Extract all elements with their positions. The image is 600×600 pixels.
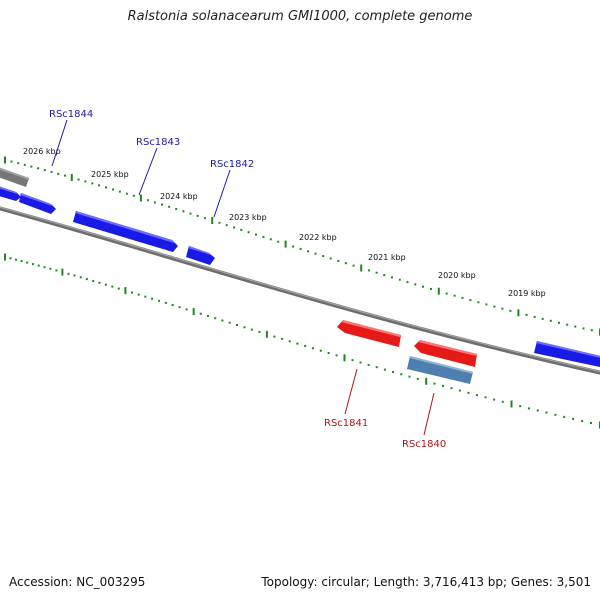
forward-gene-arrow[interactable] [0,185,21,201]
kbp-label: 2024 kbp [160,192,198,201]
leader-line-rsc1840 [423,392,435,436]
gene-label-rsc1844[interactable]: RSc1844 [49,109,93,120]
gene-label-rsc1843[interactable]: RSc1843 [136,137,180,148]
kbp-label: 2022 kbp [299,233,337,242]
gene-label-rsc1840[interactable]: RSc1840 [402,439,446,450]
reverse-gene-arrow-rsc1840[interactable] [414,340,477,367]
rna-gene-arrow-rsc1840[interactable] [407,356,473,384]
kbp-label: 2019 kbp [508,289,546,298]
forward-gene-arrow-rsc1844[interactable] [19,193,56,214]
accession-text: Accession: NC_003295 [9,575,146,589]
leader-line-rsc1843 [138,147,158,196]
kbp-labels: 2026 kbp 2025 kbp 2024 kbp 2023 kbp 2022… [23,147,546,298]
forward-gene-arrow-rsc1843[interactable] [73,211,178,252]
map-title: Ralstonia solanacearum GMI1000, complete… [127,9,473,24]
gene-label-rsc1841[interactable]: RSc1841 [324,418,368,429]
inner-tick-track [4,253,600,429]
genome-backbone [0,206,600,375]
leader-line-rsc1842 [213,169,231,218]
outer-tick-track [4,156,600,336]
reverse-gene-arrow-rsc1841[interactable] [337,320,401,347]
kbp-label: 2020 kbp [438,271,476,280]
kbp-label: 2026 kbp [23,147,61,156]
forward-gene-arrow-rsc1842[interactable] [186,246,215,265]
kbp-label: 2021 kbp [368,253,406,262]
kbp-label: 2023 kbp [229,213,267,222]
leader-line-rsc1844 [51,119,68,167]
grey-feature[interactable] [0,166,29,187]
genome-stats-text: Topology: circular; Length: 3,716,413 bp… [261,575,591,589]
leader-line-rsc1841 [344,368,358,415]
forward-gene-arrow-right[interactable] [534,341,600,368]
genome-backbone-highlight [0,206,600,373]
gene-label-rsc1842[interactable]: RSc1842 [210,159,254,170]
kbp-label: 2025 kbp [91,170,129,179]
